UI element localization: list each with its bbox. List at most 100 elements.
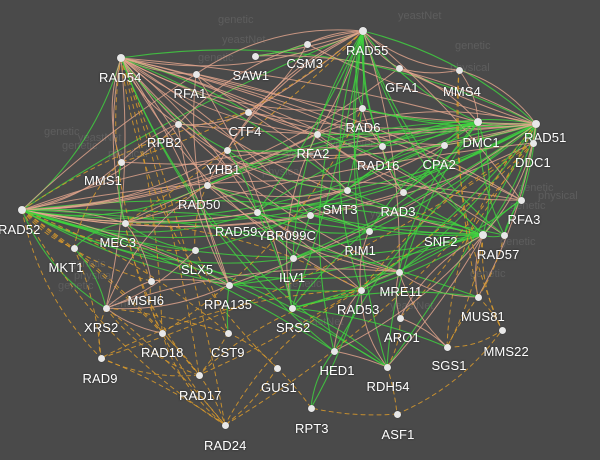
graph-edge[interactable] [21, 161, 122, 211]
graph-node-rfa2[interactable] [313, 130, 321, 138]
graph-edge[interactable] [206, 30, 364, 186]
graph-edge[interactable] [398, 271, 479, 298]
graph-node-rpt3[interactable] [307, 404, 315, 412]
graph-edge[interactable] [368, 123, 537, 232]
graph-edge[interactable] [398, 234, 484, 273]
graph-edge[interactable] [446, 296, 479, 348]
graph-node-rad59[interactable] [253, 208, 261, 216]
graph-edge[interactable] [368, 121, 479, 232]
graph-node-csm3[interactable] [303, 40, 311, 48]
graph-node-hed1[interactable] [330, 347, 338, 355]
graph-edge[interactable] [161, 107, 363, 334]
graph-edge[interactable] [21, 30, 364, 211]
graph-node-rpa135[interactable] [225, 281, 233, 289]
graph-edge[interactable] [338, 30, 364, 291]
graph-edge[interactable] [21, 133, 318, 211]
graph-node-ddc1[interactable] [529, 139, 537, 147]
graph-edge[interactable] [309, 123, 537, 216]
graph-edge[interactable] [256, 30, 364, 213]
graph-edge[interactable] [398, 67, 460, 74]
graph-edge[interactable] [120, 57, 200, 376]
graph-node-srs2[interactable] [288, 304, 296, 312]
graph-edge[interactable] [21, 209, 362, 292]
graph-edge[interactable] [446, 123, 537, 348]
graph-edge[interactable] [21, 57, 122, 211]
graph-edge[interactable] [292, 230, 370, 259]
graph-edge[interactable] [124, 30, 364, 224]
graph-edge[interactable] [206, 184, 348, 198]
graph-edge[interactable] [193, 73, 230, 286]
graph-edge[interactable] [100, 357, 200, 377]
graph-node-cst9[interactable] [224, 329, 232, 337]
graph-node-rfa1[interactable] [192, 70, 200, 78]
graph-edge[interactable] [291, 307, 448, 348]
graph-node-gus1[interactable] [273, 364, 281, 372]
graph-edge[interactable] [73, 247, 102, 359]
graph-edge[interactable] [124, 222, 362, 291]
graph-edge[interactable] [346, 144, 445, 191]
graph-node-msh6[interactable] [147, 277, 155, 285]
graph-edge[interactable] [21, 67, 400, 211]
graph-node-saw1[interactable] [251, 52, 259, 60]
graph-edge[interactable] [256, 211, 293, 309]
graph-node-rdh54[interactable] [383, 363, 391, 371]
graph-edge[interactable] [292, 123, 537, 259]
graph-edge[interactable] [228, 234, 484, 286]
graph-node-mec3[interactable] [121, 219, 129, 227]
graph-edge[interactable] [98, 307, 107, 359]
graph-node-aro1[interactable] [396, 314, 404, 322]
graph-edge[interactable] [198, 374, 226, 426]
graph-node-gfa1[interactable] [395, 64, 403, 72]
graph-edge[interactable] [21, 73, 197, 211]
graph-edge[interactable] [73, 222, 126, 249]
graph-edge[interactable] [310, 350, 335, 409]
graph-edge[interactable] [21, 123, 179, 211]
graph-node-rad54[interactable] [117, 54, 125, 62]
graph-node-rfa3[interactable] [517, 196, 525, 204]
graph-node-slx5[interactable] [191, 246, 199, 254]
graph-edge[interactable] [318, 30, 364, 352]
graph-node-ilv1[interactable] [289, 254, 297, 262]
graph-edge[interactable] [309, 214, 484, 237]
graph-node-dmc1[interactable] [474, 118, 482, 126]
graph-edge[interactable] [198, 332, 229, 376]
graph-edge[interactable] [120, 57, 230, 286]
graph-edge[interactable] [120, 123, 537, 165]
graph-edge[interactable] [206, 184, 400, 273]
graph-edge[interactable] [362, 30, 479, 123]
graph-edge[interactable] [21, 209, 107, 309]
graph-edge[interactable] [120, 57, 318, 135]
graph-edge[interactable] [177, 111, 249, 126]
graph-edge[interactable] [21, 209, 196, 251]
graph-edge[interactable] [226, 30, 364, 151]
graph-edge[interactable] [21, 209, 200, 376]
graph-edge[interactable] [256, 211, 294, 259]
graph-edge[interactable] [120, 57, 404, 193]
graph-edge[interactable] [100, 357, 226, 426]
graph-edge[interactable] [120, 57, 370, 232]
graph-edge[interactable] [402, 144, 445, 193]
graph-node-rad57[interactable] [500, 231, 508, 239]
graph-node-asf1[interactable] [393, 410, 401, 418]
graph-edge[interactable] [226, 149, 258, 213]
graph-edge[interactable] [120, 57, 445, 146]
graph-edge[interactable] [124, 222, 152, 282]
graph-edge[interactable] [482, 123, 537, 236]
graph-node-mre11[interactable] [395, 268, 403, 276]
graph-edge[interactable] [398, 67, 537, 125]
graph-edge[interactable] [120, 57, 228, 151]
graph-edge[interactable] [256, 123, 537, 213]
graph-node-rim1[interactable] [365, 227, 373, 235]
graph-node-rad6[interactable] [358, 104, 366, 112]
graph-node-mms22[interactable] [498, 326, 506, 334]
graph-node-rad16[interactable] [378, 142, 386, 150]
graph-edge[interactable] [386, 317, 401, 368]
graph-node-yhb1[interactable] [223, 146, 231, 154]
graph-edge[interactable] [226, 121, 479, 152]
graph-edge[interactable] [120, 57, 311, 216]
graph-edge[interactable] [482, 123, 537, 236]
graph-edge[interactable] [161, 332, 226, 426]
graph-node-ybr099c[interactable] [306, 211, 314, 219]
graph-edge[interactable] [21, 209, 229, 334]
graph-edge[interactable] [395, 271, 401, 319]
